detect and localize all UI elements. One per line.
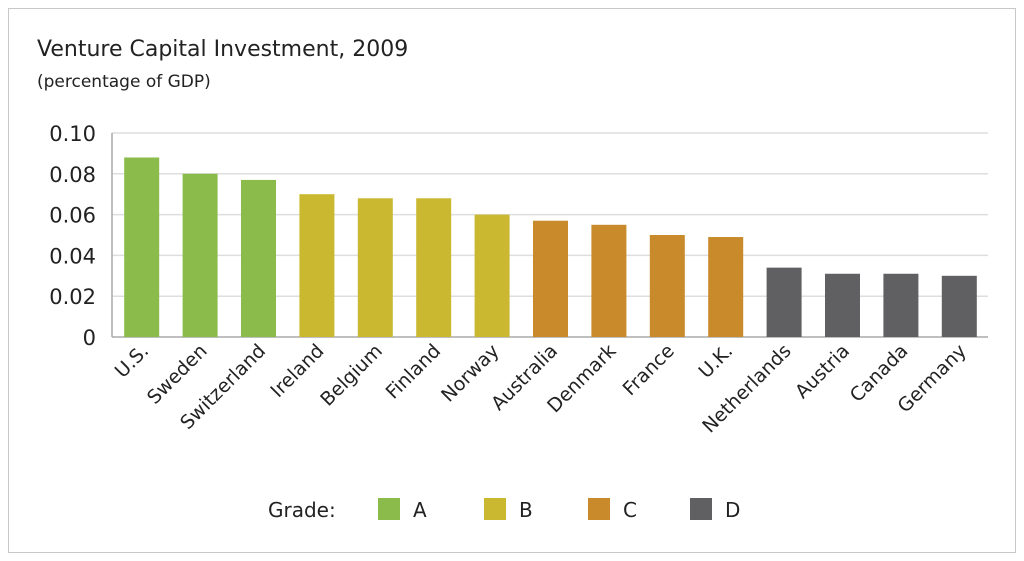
x-tick-label: U.S. <box>111 340 153 382</box>
bar-sweden <box>182 173 218 337</box>
bar-uk <box>708 237 744 337</box>
bar-canada <box>883 273 919 337</box>
bar-norway <box>474 214 510 337</box>
chart-frame <box>8 8 1016 553</box>
y-tick-label: 0.02 <box>49 285 96 309</box>
legend-swatch-c <box>588 498 610 520</box>
x-tick-label: U.K. <box>694 340 737 383</box>
y-tick-label: 0 <box>83 326 96 350</box>
bar-switzerland <box>241 179 276 337</box>
legend-swatch-b <box>484 498 506 520</box>
x-tick-label: Finland <box>382 340 446 404</box>
legend-label-c: C <box>623 498 637 522</box>
bar-germany <box>941 275 977 337</box>
legend-title: Grade: <box>268 498 336 522</box>
bar-netherlands <box>766 267 802 337</box>
bar-us <box>124 157 160 337</box>
bar-austria <box>825 273 860 337</box>
legend-swatch-a <box>378 498 400 520</box>
legend-swatch-d <box>690 498 712 520</box>
chart-subtitle: (percentage of GDP) <box>37 72 211 92</box>
x-tick-label: Belgium <box>316 340 387 411</box>
legend-label-b: B <box>519 498 533 522</box>
bar-ireland <box>299 194 335 337</box>
legend-label-a: A <box>413 498 427 522</box>
bar-finland <box>416 198 452 337</box>
bar-belgium <box>357 198 393 337</box>
chart-title: Venture Capital Investment, 2009 <box>37 37 409 62</box>
legend-label-d: D <box>725 498 740 522</box>
x-tick-label: Austria <box>791 340 854 403</box>
x-tick-label: France <box>619 340 679 400</box>
bar-france <box>649 235 685 337</box>
y-tick-label: 0.04 <box>49 244 96 268</box>
y-tick-label: 0.10 <box>49 122 96 146</box>
y-tick-label: 0.08 <box>49 163 96 187</box>
bar-denmark <box>591 224 627 337</box>
bar-australia <box>533 220 568 337</box>
y-tick-label: 0.06 <box>49 204 96 228</box>
